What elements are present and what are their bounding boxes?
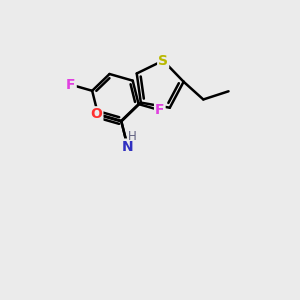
- Text: H: H: [128, 130, 137, 143]
- Text: N: N: [122, 140, 134, 154]
- Text: O: O: [91, 107, 102, 121]
- Text: S: S: [158, 54, 168, 68]
- Text: F: F: [155, 103, 164, 117]
- Text: F: F: [66, 78, 76, 92]
